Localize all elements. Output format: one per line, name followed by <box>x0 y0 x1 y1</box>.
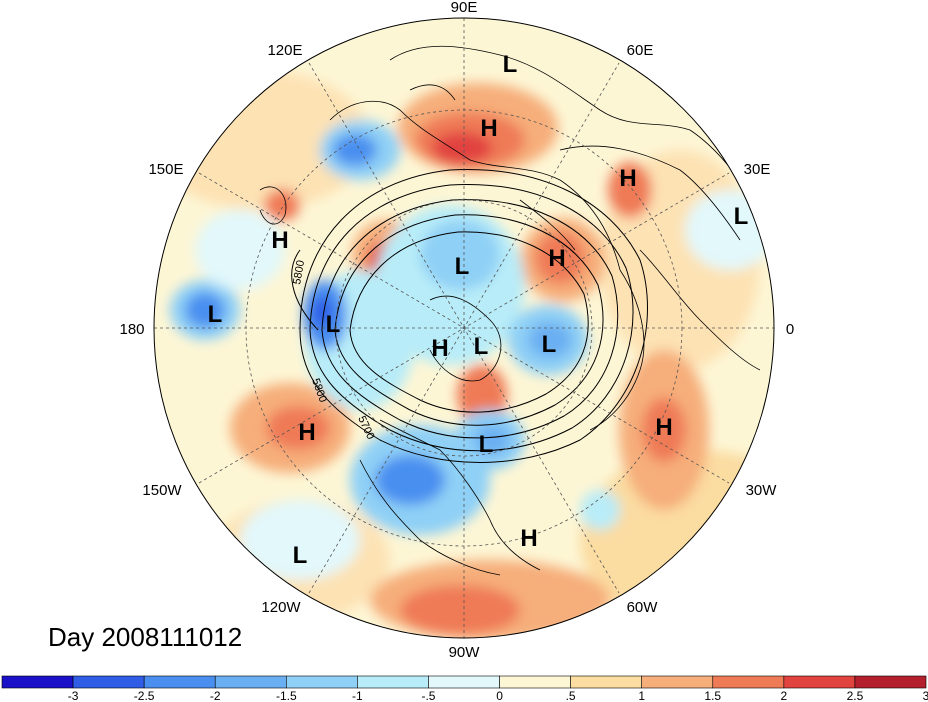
contour-label: 5800 <box>291 259 307 285</box>
lon-label-30w: 30W <box>746 482 778 499</box>
lon-label-90e: 90E <box>451 0 478 16</box>
colorbar-swatch <box>570 675 642 689</box>
colorbar-tick-label: -3 <box>68 689 79 702</box>
colorbar-tick-label: 1.5 <box>704 689 721 702</box>
date-title: Day 2008111012 <box>48 622 242 652</box>
colorbar-swatch <box>854 675 927 689</box>
colorbar-tick-label: 1 <box>638 689 645 702</box>
pressure-center: L <box>293 542 308 569</box>
colorbar: -3 -2.5 -2 -1.5 -1 -.5 0 .5 1 1.5 2 2.5 3 <box>1 675 928 702</box>
lon-label-60e: 60E <box>627 42 654 59</box>
lon-label-0: 0 <box>786 321 794 338</box>
colorbar-tick-label: -1.5 <box>276 689 297 702</box>
colorbar-tick-label: .5 <box>566 689 576 702</box>
anomaly-field <box>154 18 774 638</box>
map-boundary <box>153 17 775 639</box>
lon-label-150e: 150E <box>148 161 183 178</box>
pressure-center: L <box>479 431 494 458</box>
height-contours <box>291 169 648 463</box>
colorbar-swatch <box>72 675 145 689</box>
pressure-center: H <box>655 414 672 441</box>
colorbar-swatch <box>712 675 785 689</box>
pressure-center: L <box>474 333 489 360</box>
pressure-center: H <box>548 245 565 272</box>
pressure-center: L <box>542 331 557 358</box>
colorbar-tick-label: -2 <box>210 689 221 702</box>
colorbar-tick-label: 2.5 <box>847 689 864 702</box>
lon-label-120w: 120W <box>261 599 301 616</box>
colorbar-tick-label: -2.5 <box>134 689 155 702</box>
pressure-center: L <box>208 301 223 328</box>
pressure-center: H <box>431 335 448 362</box>
colorbar-tick-label: 0 <box>496 689 503 702</box>
lon-label-60w: 60W <box>627 599 659 616</box>
pressure-center: L <box>734 203 749 230</box>
lon-label-30e: 30E <box>744 161 771 178</box>
pressure-center: L <box>503 51 518 78</box>
colorbar-tick-label: -1 <box>352 689 363 702</box>
longitude-labels: 90E 60E 30E 0 30W 60W 90W 120W 150W 180 … <box>119 0 794 661</box>
colorbar-swatch <box>143 675 216 689</box>
pressure-center: H <box>619 165 636 192</box>
lon-label-120e: 120E <box>267 42 302 59</box>
colorbar-swatch <box>641 675 714 689</box>
graticule <box>154 18 774 638</box>
lon-label-180: 180 <box>119 321 144 338</box>
coastlines <box>259 45 761 576</box>
pressure-center: H <box>480 115 497 142</box>
pressure-center: H <box>520 525 537 552</box>
colorbar-swatch <box>428 675 500 689</box>
pressure-center: L <box>455 253 470 280</box>
colorbar-swatch <box>357 675 429 689</box>
colorbar-swatch <box>783 675 856 689</box>
colorbar-swatch <box>499 675 571 689</box>
lon-label-90w: 90W <box>449 644 481 661</box>
colorbar-swatch <box>1 675 74 689</box>
colorbar-swatch <box>214 675 287 689</box>
pressure-center: H <box>298 419 315 446</box>
lon-label-150w: 150W <box>142 482 182 499</box>
pressure-centers: L H H L H L H L L H L L H H L L H L <box>208 51 749 569</box>
pressure-center: L <box>326 311 341 338</box>
colorbar-tick-label: -.5 <box>421 689 435 702</box>
colorbar-tick-label: 2 <box>781 689 788 702</box>
pressure-center: H <box>271 227 288 254</box>
colorbar-tick-label: 3 <box>923 689 928 702</box>
colorbar-swatch <box>286 675 358 689</box>
